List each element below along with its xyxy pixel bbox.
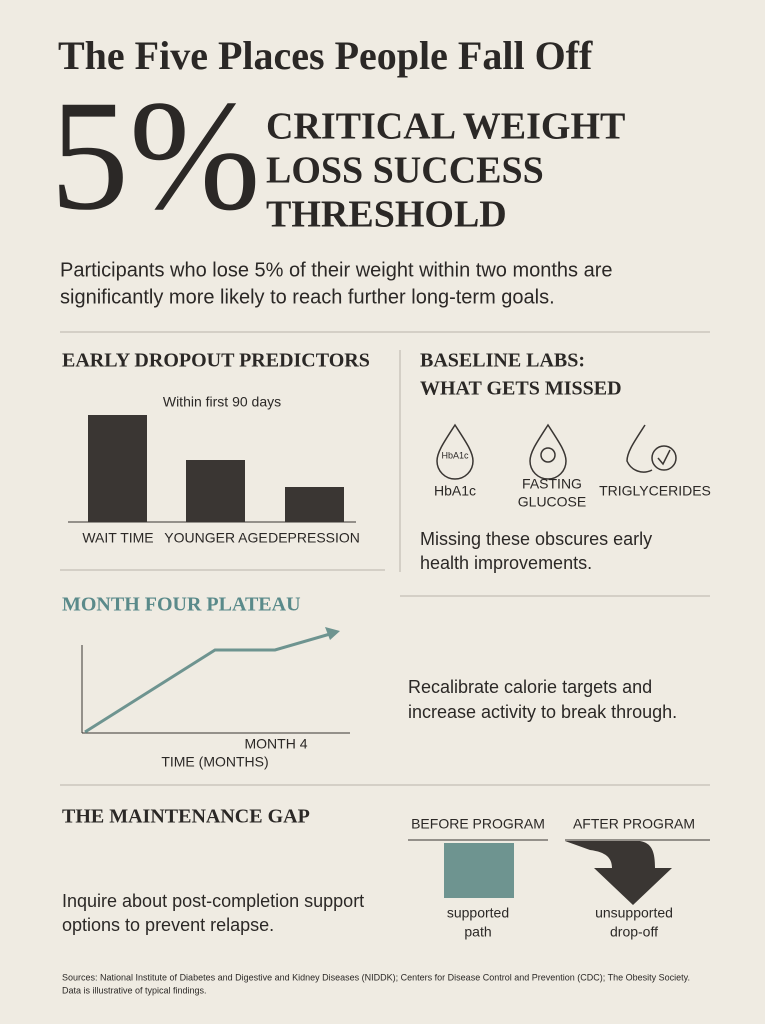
drop-icon xyxy=(540,447,556,463)
axis-label: TIME (MONTHS) xyxy=(161,754,268,770)
icon-label: HbA1c xyxy=(441,450,469,460)
bar xyxy=(88,415,147,522)
sources: Data is illustrative of typical findings… xyxy=(62,985,207,995)
note: Missing these obscures early xyxy=(420,529,652,549)
section-title: WHAT GETS MISSED xyxy=(420,378,622,400)
marker-label: MONTH 4 xyxy=(245,736,308,752)
column-heading: BEFORE PROGRAM xyxy=(411,816,545,832)
note: Inquire about post-completion support xyxy=(62,891,364,911)
stat: 5% xyxy=(50,68,261,243)
lab-label: TRIGLYCERIDES xyxy=(599,483,711,499)
trend-line xyxy=(84,632,331,734)
note: increase activity to break through. xyxy=(408,702,677,722)
lab-label: HbA1c xyxy=(434,483,476,499)
section-title: MONTH FOUR PLATEAU xyxy=(62,594,301,616)
subtitle: Within first 90 days xyxy=(163,394,281,410)
section-title: BASELINE LABS: xyxy=(420,350,585,372)
column-heading: AFTER PROGRAM xyxy=(573,816,695,832)
drop-icon xyxy=(529,423,567,480)
arrow-head xyxy=(325,627,340,640)
caption: path xyxy=(464,924,491,940)
drop-icon xyxy=(436,423,474,480)
intro: significantly more likely to reach furth… xyxy=(60,286,555,308)
note: options to prevent relapse. xyxy=(62,915,274,935)
caption: unsupported xyxy=(595,905,673,921)
lab-label: GLUCOSE xyxy=(518,494,586,510)
note: Recalibrate calorie targets and xyxy=(408,677,652,697)
section-title: THE MAINTENANCE GAP xyxy=(62,806,310,828)
caption: supported xyxy=(447,905,509,921)
title: The Five Places People Fall Off xyxy=(58,33,593,78)
drop-icon xyxy=(626,424,653,473)
caption: drop-off xyxy=(610,924,658,940)
category-label: DEPRESSION xyxy=(268,530,360,546)
category-label: WAIT TIME xyxy=(82,530,153,546)
lab-label: FASTING xyxy=(522,476,582,492)
check-icon xyxy=(657,449,671,466)
stat-label: CRITICAL WEIGHT xyxy=(266,106,625,148)
section-title: EARLY DROPOUT PREDICTORS xyxy=(62,350,370,372)
stat-label: LOSS SUCCESS xyxy=(266,150,544,192)
bar xyxy=(186,460,245,522)
sources: Sources: National Institute of Diabetes … xyxy=(62,972,690,982)
bar xyxy=(285,487,344,522)
category-label: YOUNGER AGE xyxy=(164,530,267,546)
lab-icons xyxy=(436,423,677,480)
supported-block xyxy=(444,843,514,898)
intro: Participants who lose 5% of their weight… xyxy=(60,259,613,281)
drop-arrow xyxy=(565,841,672,905)
check-icon xyxy=(651,445,677,471)
note: health improvements. xyxy=(420,553,592,573)
stat-label: THRESHOLD xyxy=(266,194,507,236)
